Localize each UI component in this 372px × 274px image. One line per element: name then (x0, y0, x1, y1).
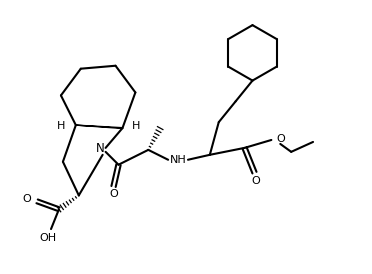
Text: OH: OH (39, 233, 57, 243)
Text: O: O (251, 176, 260, 185)
Text: O: O (22, 194, 31, 204)
Text: NH: NH (170, 155, 186, 165)
Text: O: O (109, 189, 118, 199)
Text: N: N (96, 142, 105, 155)
Text: H: H (131, 121, 140, 131)
Polygon shape (76, 125, 122, 129)
Text: O: O (276, 134, 285, 144)
Text: H: H (57, 121, 65, 131)
